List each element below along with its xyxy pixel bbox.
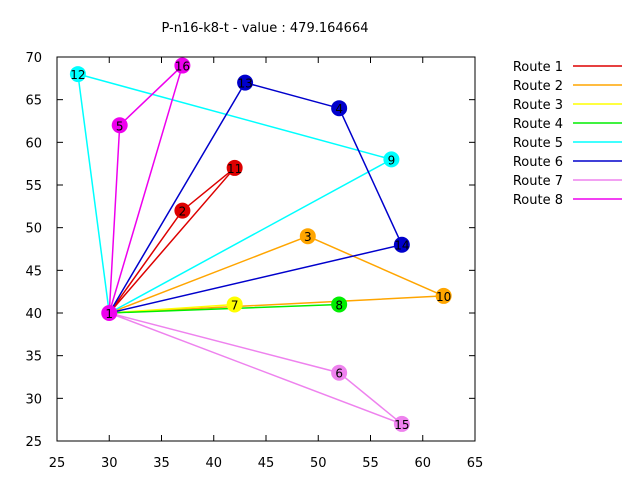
node-14-label: 14	[394, 239, 409, 253]
legend-label: Route 4	[513, 117, 563, 132]
route-7-line	[108, 312, 403, 425]
node-5-label: 5	[116, 119, 124, 133]
route-6-line	[108, 81, 403, 314]
route-5-line	[77, 73, 394, 314]
route-8-line	[108, 63, 184, 314]
node-4-marker	[331, 100, 348, 117]
node-13-label: 13	[237, 77, 252, 91]
y-tick-label: 40	[25, 307, 42, 322]
x-tick-label: 40	[205, 456, 222, 471]
node-14-marker	[393, 236, 410, 253]
node-11-marker	[226, 159, 243, 176]
node-4-label: 4	[335, 102, 343, 116]
node-3-label: 3	[304, 230, 312, 244]
y-tick-label: 55	[25, 179, 42, 194]
node-12-label: 12	[70, 68, 85, 82]
node-1-label: 1	[105, 307, 113, 321]
routes-layer	[77, 63, 444, 425]
node-9-marker	[383, 151, 400, 168]
y-tick-label: 65	[25, 94, 42, 109]
x-tick-label: 55	[362, 456, 379, 471]
node-15-marker	[393, 415, 410, 432]
x-tick-label: 60	[414, 456, 431, 471]
x-tick-label: 25	[49, 456, 66, 471]
plot-frame	[56, 56, 476, 442]
legend-label: Route 1	[513, 60, 563, 75]
nodes-layer: 2 3 4 5 6 7 8 9 10 11 12 13 14 15 16 1	[69, 57, 452, 432]
y-tick-label: 70	[25, 51, 42, 66]
legend: Route 1 Route 2 Route 3 Route 4 Route 5 Route…	[513, 60, 622, 208]
node-12-marker	[69, 66, 86, 83]
x-tick-label: 30	[101, 456, 118, 471]
node-10-marker	[435, 287, 452, 304]
y-tick-label: 35	[25, 350, 42, 365]
node-6-marker	[331, 364, 348, 381]
node-10-label: 10	[436, 290, 451, 304]
legend-label: Route 7	[513, 174, 563, 189]
node-1-marker	[101, 305, 118, 321]
route-1-line	[108, 167, 236, 314]
x-tick-label: 65	[467, 456, 484, 471]
node-3-marker	[299, 228, 316, 245]
node-8-label: 8	[335, 298, 343, 312]
node-13-marker	[237, 74, 254, 91]
node-6-label: 6	[335, 367, 343, 381]
x-tick-label: 50	[310, 456, 327, 471]
y-tick-label: 30	[25, 392, 42, 407]
node-11-label: 11	[227, 162, 242, 176]
node-16-label: 16	[175, 60, 190, 74]
legend-label: Route 6	[513, 155, 563, 170]
node-2-marker	[174, 202, 191, 219]
y-tick-label: 25	[25, 435, 42, 450]
node-5-marker	[111, 117, 128, 134]
x-tick-label: 45	[258, 456, 275, 471]
route-2-line	[108, 235, 444, 314]
x-tick-label: 35	[153, 456, 170, 471]
node-15-label: 15	[394, 418, 409, 432]
node-2-label: 2	[179, 205, 187, 219]
y-tick-label: 60	[25, 136, 42, 151]
node-7-marker	[226, 296, 243, 313]
legend-label: Route 2	[513, 79, 563, 94]
node-7-label: 7	[231, 298, 239, 312]
y-tick-label: 45	[25, 264, 42, 279]
y-tick-label: 50	[25, 222, 42, 237]
legend-label: Route 8	[513, 193, 563, 208]
legend-label: Route 5	[513, 136, 563, 151]
node-8-marker	[331, 296, 348, 313]
node-16-marker	[174, 57, 191, 74]
chart-title: P-n16-k8-t - value : 479.164664	[162, 21, 369, 36]
node-9-label: 9	[388, 153, 396, 167]
legend-label: Route 3	[513, 98, 563, 113]
